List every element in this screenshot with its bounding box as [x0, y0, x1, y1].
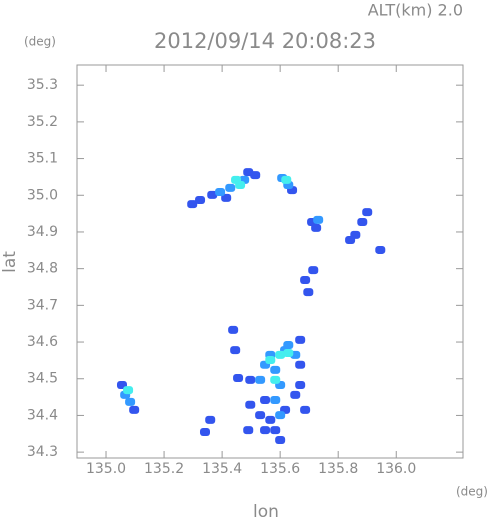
echo-cell [245, 400, 256, 409]
echo-cell [225, 183, 236, 192]
echo-cell [228, 325, 239, 334]
x-tick-label: 135.8 [318, 461, 358, 477]
echo-cell [129, 405, 140, 414]
y-tick-label: 34.9 [27, 224, 58, 240]
echo-cell [300, 276, 311, 285]
echo-cell [275, 350, 286, 359]
echo-cell [375, 245, 386, 254]
echo-cell [260, 426, 271, 435]
echo-cell [265, 356, 276, 365]
x-tick-label: 135.4 [202, 461, 242, 477]
echo-cell [260, 396, 271, 405]
echo-cell [295, 380, 306, 389]
echo-cell [270, 426, 281, 435]
echo-cell [295, 335, 306, 344]
x-tick-label: 136.0 [376, 461, 416, 477]
y-tick-label: 35.1 [27, 151, 58, 167]
y-tick-label: 34.6 [27, 334, 58, 350]
echo-cell [270, 375, 281, 384]
x-tick-label: 135.6 [260, 461, 300, 477]
echo-cell [283, 349, 294, 358]
echo-cell [255, 375, 266, 384]
echo-cell [362, 208, 373, 217]
echo-cell [281, 175, 292, 184]
plot-frame [76, 64, 464, 459]
echo-cell [195, 196, 206, 205]
echo-cell [311, 223, 322, 232]
echo-cell [357, 218, 368, 227]
y-tick-label: 34.4 [27, 407, 58, 423]
echo-cell [255, 411, 266, 420]
echo-cell [230, 346, 241, 355]
y-axis-label: lat [0, 251, 20, 273]
echo-cell [245, 375, 256, 384]
echo-cell [345, 236, 356, 245]
echo-cell [243, 426, 254, 435]
echo-cell [275, 436, 286, 445]
echo-cell [123, 386, 134, 395]
echo-cell [250, 171, 261, 180]
y-unit: (deg) [24, 35, 56, 49]
x-axis-label: lon [253, 502, 279, 521]
echo-cell [205, 415, 216, 424]
echo-cell [270, 396, 281, 405]
echo-cell [233, 374, 244, 383]
y-tick-label: 34.5 [27, 371, 58, 387]
echo-cell [187, 200, 198, 209]
echo-cell [207, 190, 218, 199]
x-tick-label: 135.2 [144, 461, 184, 477]
y-tick-label: 34.7 [27, 297, 58, 313]
echo-cell [313, 215, 324, 224]
y-tick-label: 34.8 [27, 261, 58, 277]
x-unit: (deg) [456, 485, 488, 499]
echo-cell [270, 365, 281, 374]
echo-cell [215, 187, 226, 196]
y-tick-label: 35.2 [27, 114, 58, 130]
echo-cell [275, 411, 286, 420]
echo-cell [290, 390, 301, 399]
echo-cell [221, 193, 232, 202]
echo-cell [235, 180, 246, 189]
echo-cell [303, 288, 314, 297]
echo-cell [308, 266, 319, 275]
echo-cell [265, 415, 276, 424]
y-tick-label: 34.3 [27, 444, 58, 460]
chart-title: 2012/09/14 20:08:23 [154, 29, 376, 53]
subtitle: ALT(km) 2.0 [368, 1, 463, 20]
echo-cell [125, 397, 136, 406]
echo-cell [199, 427, 210, 436]
y-tick-label: 35.3 [27, 77, 58, 93]
x-tick-label: 135.0 [86, 461, 126, 477]
echo-cell [295, 360, 306, 369]
echo-cell [283, 340, 294, 349]
y-tick-label: 35.0 [27, 187, 58, 203]
echo-cell [300, 405, 311, 414]
